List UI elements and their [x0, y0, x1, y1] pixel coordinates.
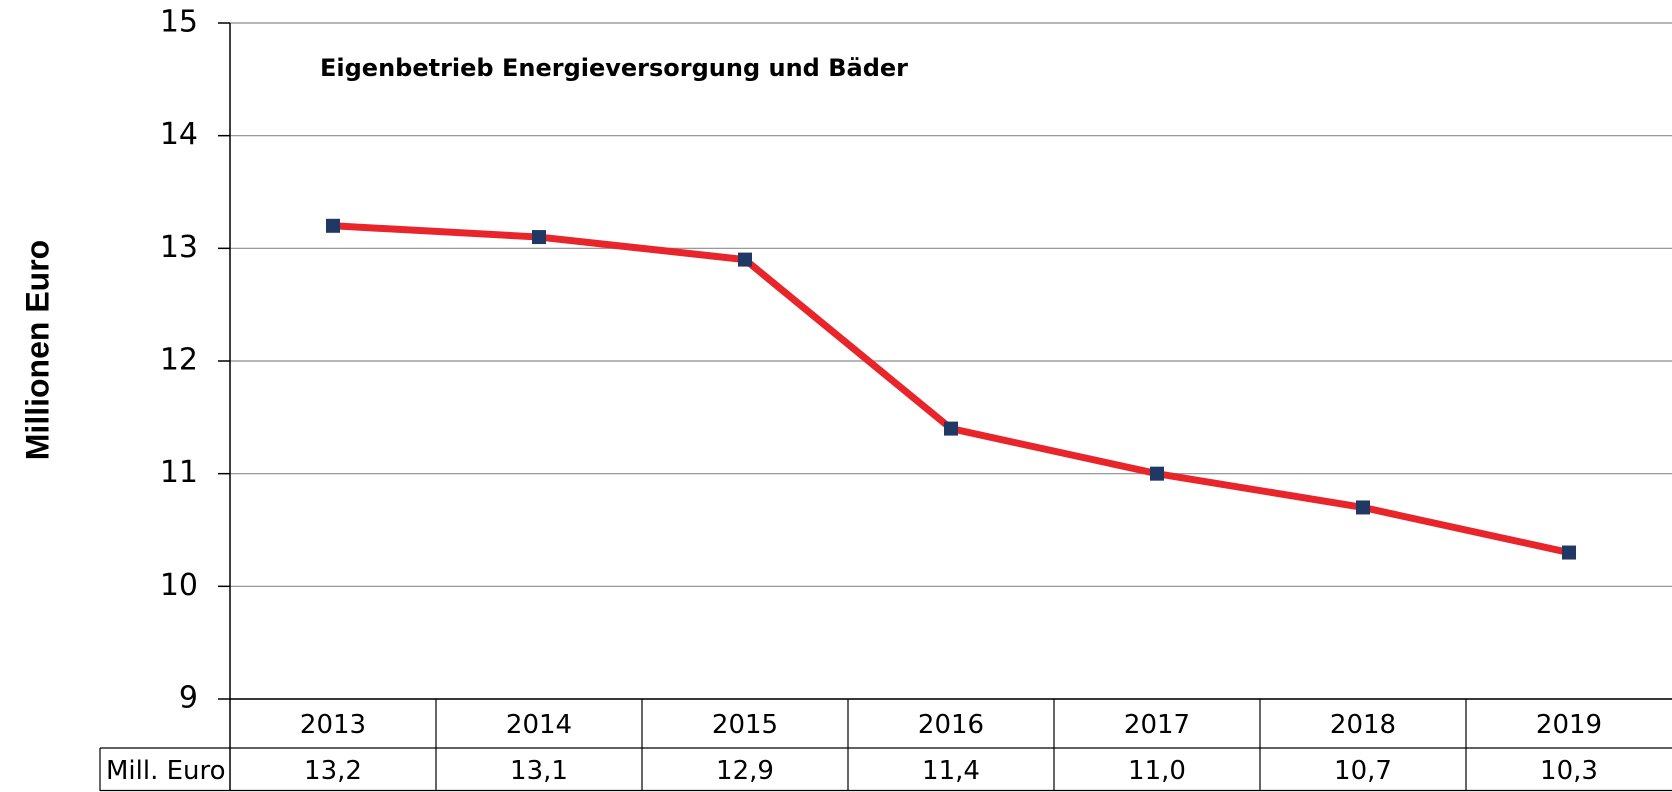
x-tick-label: 2016	[918, 710, 984, 740]
y-axis-label: Millionen Euro	[19, 240, 55, 460]
y-tick-label: 15	[160, 5, 198, 40]
x-tick-label: 2019	[1536, 710, 1602, 740]
data-line	[332, 222, 1570, 556]
data-point	[532, 230, 546, 245]
table-value: 13,2	[304, 756, 362, 786]
y-tick-label: 13	[160, 230, 198, 265]
x-tick-label: 2017	[1124, 710, 1190, 740]
data-point	[944, 421, 958, 436]
data-point	[1562, 545, 1576, 560]
table-value: 10,3	[1540, 756, 1598, 786]
x-tick-label: 2015	[712, 710, 778, 740]
table-value: 10,7	[1334, 756, 1392, 786]
chart-title: Eigenbetrieb Energieversorgung und Bäder	[320, 54, 908, 82]
y-tick-label: 12	[160, 343, 198, 378]
data-point	[326, 218, 340, 233]
table-value: 11,0	[1128, 756, 1186, 786]
data-point	[1150, 466, 1164, 481]
table-row-label: Mill. Euro	[106, 756, 226, 786]
table-value: 13,1	[510, 756, 568, 786]
data-point	[1356, 500, 1370, 515]
x-tick-label: 2018	[1330, 710, 1396, 740]
table-value: 11,4	[922, 756, 980, 786]
y-tick-label: 9	[179, 681, 198, 716]
x-tick-label: 2013	[300, 710, 366, 740]
x-tick-label: 2014	[506, 710, 572, 740]
y-tick-label: 11	[160, 455, 198, 490]
y-tick-label: 10	[160, 568, 198, 603]
table-value: 12,9	[716, 756, 774, 786]
data-point	[738, 252, 752, 267]
y-tick-label: 14	[160, 117, 198, 152]
